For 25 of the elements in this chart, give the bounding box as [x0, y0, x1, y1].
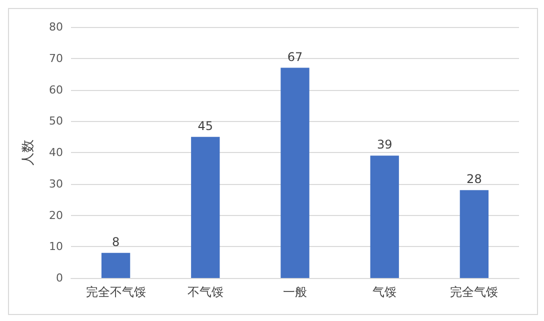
y-tick-label: 50 [49, 114, 63, 128]
data-label: 8 [112, 234, 120, 249]
bar [460, 190, 489, 278]
x-tick-label: 完全不气馁 [86, 285, 146, 299]
x-tick-label: 气馁 [372, 285, 397, 299]
x-tick-label: 完全气馁 [450, 285, 498, 299]
y-tick-label: 10 [49, 240, 63, 254]
y-axis-title: 人数 [21, 140, 36, 166]
bar [370, 156, 399, 278]
y-tick-label: 40 [49, 146, 63, 159]
y-tick-label: 0 [56, 272, 63, 284]
data-label: 28 [466, 172, 482, 186]
y-tick-label: 80 [49, 20, 63, 34]
y-tick-label: 20 [49, 208, 63, 222]
bar [101, 252, 130, 278]
x-tick-label: 一般 [283, 285, 307, 299]
y-tick-label: 70 [49, 52, 63, 65]
bar [191, 136, 220, 278]
y-tick-label: 30 [49, 177, 63, 190]
bar [280, 68, 310, 278]
data-label: 67 [287, 50, 303, 64]
x-tick-label: 不气馁 [187, 285, 224, 299]
y-tick-label: 60 [49, 83, 63, 96]
data-label: 45 [198, 118, 214, 133]
data-label: 39 [376, 138, 392, 152]
